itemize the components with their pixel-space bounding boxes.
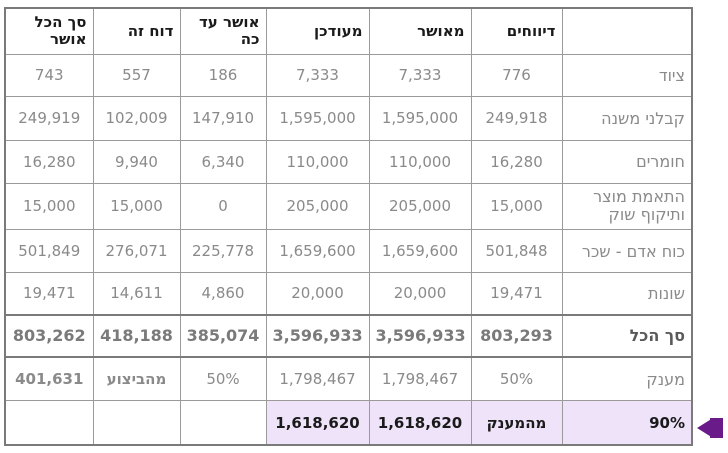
total-cell: 418,188 [92, 314, 181, 358]
table-cell: 147,910 [179, 95, 267, 141]
table-cell: 19,471 [4, 272, 94, 316]
total-label: סך הכל [561, 314, 693, 358]
row-label: שונות [561, 272, 693, 316]
table-cell: 15,000 [92, 182, 181, 230]
header-reports: דיווחים [470, 7, 563, 55]
header-row: סך הכל אושר דוח זה אושר עד כה מעודכן מאו… [4, 7, 693, 55]
table-cell: 225,778 [179, 228, 267, 274]
ninety-cell: 1,618,620 [368, 400, 472, 446]
total-cell: 385,074 [179, 314, 267, 358]
table-cell: 16,280 [470, 139, 563, 184]
table-row: 16,280 9,940 6,340 110,000 110,000 16,28… [4, 139, 693, 184]
table-cell: 1,659,600 [265, 228, 370, 274]
ninety-percent-row: 1,618,620 1,618,620 מהמענק 90% [4, 400, 693, 446]
row-label: חומרים [561, 139, 693, 184]
table-cell: 14,611 [92, 272, 181, 316]
table-cell: 20,000 [368, 272, 472, 316]
table-cell: 1,659,600 [368, 228, 472, 274]
table-cell: 110,000 [265, 139, 370, 184]
grant-cell: 1,798,467 [265, 356, 370, 402]
grant-cell: 50% [470, 356, 563, 402]
table-cell: 776 [470, 53, 563, 97]
table-cell: 249,919 [4, 95, 94, 141]
header-this-report: דוח זה [92, 7, 181, 55]
table-cell: 20,000 [265, 272, 370, 316]
table-cell: 1,595,000 [265, 95, 370, 141]
table-cell: 0 [179, 182, 267, 230]
pointer-arrow-icon [697, 418, 713, 438]
table-row: 249,919 102,009 147,910 1,595,000 1,595,… [4, 95, 693, 141]
table-cell: 102,009 [92, 95, 181, 141]
header-label-column [561, 7, 693, 55]
grant-cell: 1,798,467 [368, 356, 472, 402]
table-cell: 9,940 [92, 139, 181, 184]
grant-row: 401,631 מהביצוע 50% 1,798,467 1,798,467 … [4, 356, 693, 402]
ninety-cell [4, 400, 94, 446]
table-cell: 4,860 [179, 272, 267, 316]
table-cell: 743 [4, 53, 94, 97]
table-cell: 16,280 [4, 139, 94, 184]
table-row: 15,000 15,000 0 205,000 205,000 15,000 ה… [4, 182, 693, 230]
header-approved: מאושר [368, 7, 472, 55]
table-row: 19,471 14,611 4,860 20,000 20,000 19,471… [4, 272, 693, 316]
table-cell: 501,848 [470, 228, 563, 274]
header-approved-so-far: אושר עד כה [179, 7, 267, 55]
table-cell: 249,918 [470, 95, 563, 141]
table-row: 501,849 276,071 225,778 1,659,600 1,659,… [4, 228, 693, 274]
row-label: התאמת מוצר ותיקוף שוק [561, 182, 693, 230]
table-cell: 205,000 [265, 182, 370, 230]
ninety-cell [179, 400, 267, 446]
ninety-cell [92, 400, 181, 446]
table-cell: 110,000 [368, 139, 472, 184]
row-label: כוח אדם - שכר [561, 228, 693, 274]
table-cell: 557 [92, 53, 181, 97]
row-label: ציוד [561, 53, 693, 97]
table-cell: 7,333 [265, 53, 370, 97]
table-cell: 7,333 [368, 53, 472, 97]
ninety-cell: 1,618,620 [265, 400, 370, 446]
ninety-cell: מהמענק [470, 400, 563, 446]
row-label: קבלני משנה [561, 95, 693, 141]
table-cell: 205,000 [368, 182, 472, 230]
table-cell: 1,595,000 [368, 95, 472, 141]
header-total-approved: סך הכל אושר [4, 7, 94, 55]
grant-cell: מהביצוע [92, 356, 181, 402]
table-row: 743 557 186 7,333 7,333 776 ציוד [4, 53, 693, 97]
grant-label: מענק [561, 356, 693, 402]
table-cell: 6,340 [179, 139, 267, 184]
pointer-arrow-icon-tail [710, 418, 723, 438]
table-cell: 276,071 [92, 228, 181, 274]
grant-cell: 401,631 [4, 356, 94, 402]
grant-cell: 50% [179, 356, 267, 402]
total-cell: 803,293 [470, 314, 563, 358]
table-cell: 15,000 [470, 182, 563, 230]
table-cell: 19,471 [470, 272, 563, 316]
ninety-label: 90% [561, 400, 693, 446]
total-cell: 803,262 [4, 314, 94, 358]
table-cell: 186 [179, 53, 267, 97]
budget-table: סך הכל אושר דוח זה אושר עד כה מעודכן מאו… [4, 7, 693, 446]
total-cell: 3,596,933 [265, 314, 370, 358]
header-updated: מעודכן [265, 7, 370, 55]
total-row: 803,262 418,188 385,074 3,596,933 3,596,… [4, 314, 693, 358]
total-cell: 3,596,933 [368, 314, 472, 358]
table-cell: 15,000 [4, 182, 94, 230]
table-cell: 501,849 [4, 228, 94, 274]
